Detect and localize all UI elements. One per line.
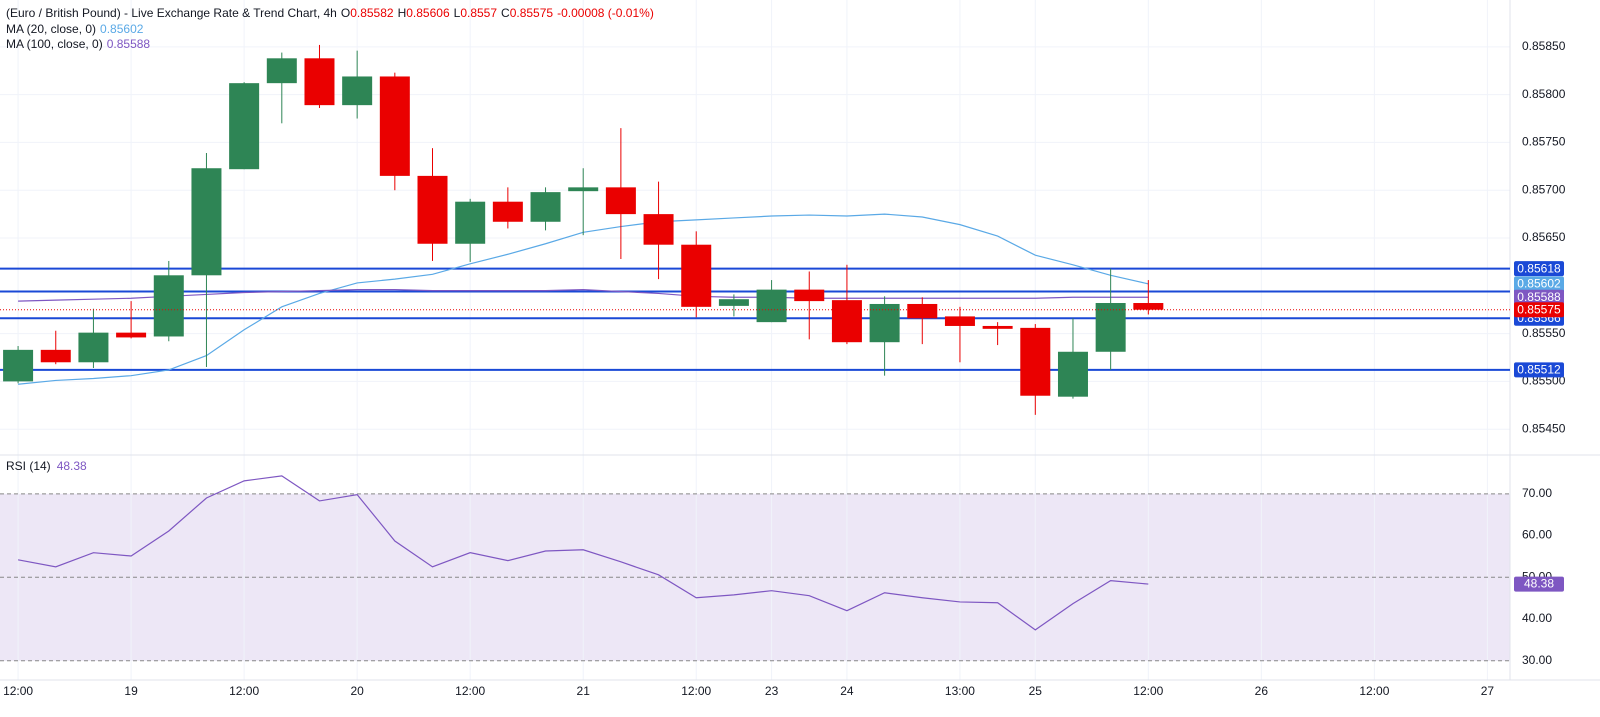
chart-header: (Euro / British Pound) - Live Exchange R… <box>6 6 654 20</box>
candle-body <box>718 299 749 306</box>
candle-body <box>492 201 523 222</box>
candle-body <box>681 244 712 307</box>
ohlc-value: 0.85575 <box>510 6 554 20</box>
x-tick-label: 21 <box>577 684 591 698</box>
x-tick-label: 19 <box>124 684 138 698</box>
x-tick-label: 20 <box>350 684 364 698</box>
candle-body <box>831 300 862 343</box>
candle-body <box>982 325 1013 329</box>
candle-body <box>756 289 787 323</box>
candle-body <box>643 214 674 245</box>
rsi-band <box>0 493 1510 661</box>
x-tick-label: 12:00 <box>681 684 711 698</box>
ma-name: MA (100, close, 0) <box>6 37 103 51</box>
y-tick-label: 30.00 <box>1522 653 1552 667</box>
y-tick-label: 0.85800 <box>1522 87 1566 101</box>
rsi-legend: RSI (14) 48.38 <box>6 459 87 473</box>
candle-body <box>1020 327 1051 396</box>
x-tick-label: 12:00 <box>3 684 33 698</box>
candle-body <box>907 303 938 319</box>
ma-legend: MA (20, close, 0) 0.85602 <box>6 22 144 36</box>
candle-body <box>229 83 260 170</box>
candle-body <box>116 332 147 338</box>
y-tick-label: 0.85750 <box>1522 135 1566 149</box>
y-tick-label: 0.85650 <box>1522 230 1566 244</box>
price-tag-label: 0.85618 <box>1517 261 1561 275</box>
x-tick-label: 12:00 <box>1133 684 1163 698</box>
x-tick-label: 12:00 <box>229 684 259 698</box>
candle-body <box>1057 351 1088 397</box>
candle-body <box>304 58 335 106</box>
x-tick-label: 27 <box>1481 684 1495 698</box>
ma-value: 0.85588 <box>107 37 151 51</box>
candle-body <box>266 58 297 84</box>
y-tick-label: 0.85850 <box>1522 39 1566 53</box>
candle-body <box>342 76 373 106</box>
x-tick-label: 12:00 <box>1359 684 1389 698</box>
ma-legend: MA (100, close, 0) 0.85588 <box>6 37 150 51</box>
price-tag <box>1514 362 1564 378</box>
ohlc-label: L <box>454 6 461 20</box>
x-tick-label: 24 <box>840 684 854 698</box>
ohlc-value: 0.85606 <box>406 6 450 20</box>
candle-body <box>153 275 184 337</box>
ohlc-value: 0.85582 <box>350 6 394 20</box>
ma-value: 0.85602 <box>100 22 144 36</box>
x-tick-label: 23 <box>765 684 779 698</box>
ohlc-value: 0.8557 <box>460 6 497 20</box>
candle-body <box>455 201 486 244</box>
rsi-value: 48.38 <box>57 459 87 473</box>
candle-body <box>40 349 71 363</box>
y-tick-label: 0.85450 <box>1522 421 1566 435</box>
candle-body <box>3 349 34 382</box>
candle-body <box>78 332 109 363</box>
candle-body <box>379 76 410 176</box>
candle-body <box>417 175 448 244</box>
candle-body <box>869 303 900 343</box>
candle-body <box>944 316 975 326</box>
y-tick-label: 0.85550 <box>1522 326 1566 340</box>
y-tick-label: 60.00 <box>1522 528 1552 542</box>
candle-body <box>191 168 222 276</box>
candle-body <box>530 192 561 222</box>
price-change: -0.00008 (-0.01%) <box>557 6 654 20</box>
ohlc-label: C <box>501 6 510 20</box>
ma-name: MA (20, close, 0) <box>6 22 96 36</box>
candle-body <box>568 187 599 192</box>
price-tag <box>1514 302 1564 318</box>
price-tag-label: 0.85512 <box>1517 363 1561 377</box>
price-tag-label: 0.85588 <box>1517 290 1561 304</box>
line-series <box>17 475 1149 631</box>
y-tick-label: 70.00 <box>1522 486 1552 500</box>
price-tag <box>1514 276 1564 292</box>
rsi-name: RSI (14) <box>6 459 51 473</box>
price-tag <box>1514 261 1564 277</box>
candle-body <box>605 187 636 215</box>
y-tick-label: 40.00 <box>1522 611 1552 625</box>
x-tick-label: 26 <box>1255 684 1269 698</box>
price-tag-label: 48.38 <box>1524 577 1554 591</box>
price-tag <box>1514 289 1564 305</box>
x-tick-label: 13:00 <box>945 684 975 698</box>
ohlc-label: H <box>398 6 407 20</box>
chart-title: (Euro / British Pound) - Live Exchange R… <box>6 6 337 20</box>
x-tick-label: 12:00 <box>455 684 485 698</box>
y-tick-label: 0.85700 <box>1522 182 1566 196</box>
price-tag-label: 0.85575 <box>1517 302 1561 316</box>
candle-body <box>794 289 825 302</box>
x-tick-label: 25 <box>1029 684 1043 698</box>
candle-body <box>1133 303 1164 310</box>
ohlc-label: O <box>341 6 350 20</box>
price-tag <box>1514 576 1564 592</box>
price-tag-label: 0.85602 <box>1517 277 1561 291</box>
candle-body <box>1095 303 1126 352</box>
